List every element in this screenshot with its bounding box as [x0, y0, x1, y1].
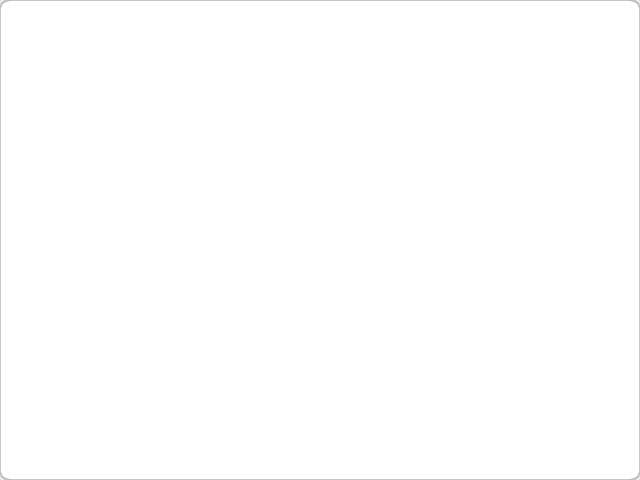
Ellipse shape	[176, 262, 244, 314]
Text: ПСБ
(активный): ПСБ (активный)	[93, 325, 143, 345]
Ellipse shape	[102, 178, 130, 202]
Text: O: O	[186, 159, 196, 172]
Text: β-лактамное кольцо: β-лактамное кольцо	[238, 76, 320, 85]
Ellipse shape	[121, 218, 143, 242]
Polygon shape	[210, 132, 246, 168]
Ellipse shape	[81, 259, 156, 311]
Ellipse shape	[115, 198, 141, 222]
Ellipse shape	[200, 251, 230, 273]
Text: Обязательным компонентом наружной
мембраны прокариотических
микроорганизмов (кро: Обязательным компонентом наружной мембра…	[295, 50, 562, 264]
Text: ·R: ·R	[260, 152, 271, 162]
Ellipse shape	[84, 160, 115, 184]
Ellipse shape	[206, 255, 224, 269]
Text: Цитоплазматическая
мембрана микробной
клетки: Цитоплазматическая мембрана микробной кл…	[294, 303, 372, 325]
Text: ПСБ
(подавленный): ПСБ (подавленный)	[177, 328, 243, 348]
Text: Микроб: Микроб	[61, 60, 92, 69]
Ellipse shape	[86, 239, 126, 267]
Ellipse shape	[118, 238, 141, 258]
Text: Механизм действия бета-лактамных антибиотиков: Механизм действия бета-лактамных антибио…	[18, 25, 586, 45]
Ellipse shape	[56, 84, 108, 167]
Text: R: R	[253, 97, 263, 111]
Text: N: N	[249, 147, 259, 160]
Text: R: R	[193, 97, 203, 111]
Text: Пептидогликан: Пептидогликан	[115, 141, 178, 150]
